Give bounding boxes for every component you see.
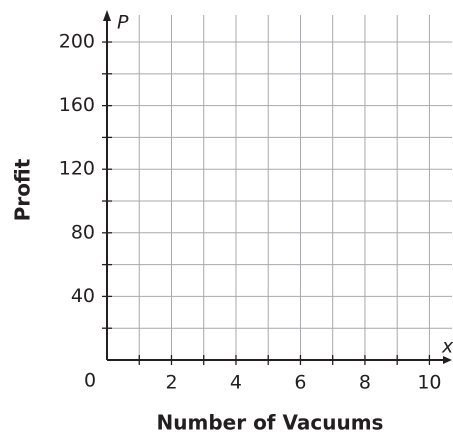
x-axis-title: Number of Vacuums	[157, 411, 384, 435]
x-tick-label: 2	[165, 372, 177, 394]
y-tick-label: 120	[59, 158, 95, 180]
x-tick-label: 8	[359, 372, 371, 394]
x-tick-label: 4	[230, 372, 242, 394]
x-tick-label: 6	[294, 372, 306, 394]
x-axis-arrow	[443, 356, 452, 364]
x-variable: x	[441, 336, 453, 358]
y-variable: P	[117, 12, 129, 34]
x-tick-label: 10	[417, 372, 441, 394]
y-tick-label: 40	[71, 285, 95, 307]
y-tick-label: 80	[71, 221, 95, 243]
y-axis-arrow	[103, 10, 111, 21]
origin-label: 0	[84, 370, 96, 392]
y-tick-label: 160	[59, 94, 95, 116]
y-tick-label: 200	[59, 31, 95, 53]
y-axis-title: Profit	[11, 158, 35, 221]
